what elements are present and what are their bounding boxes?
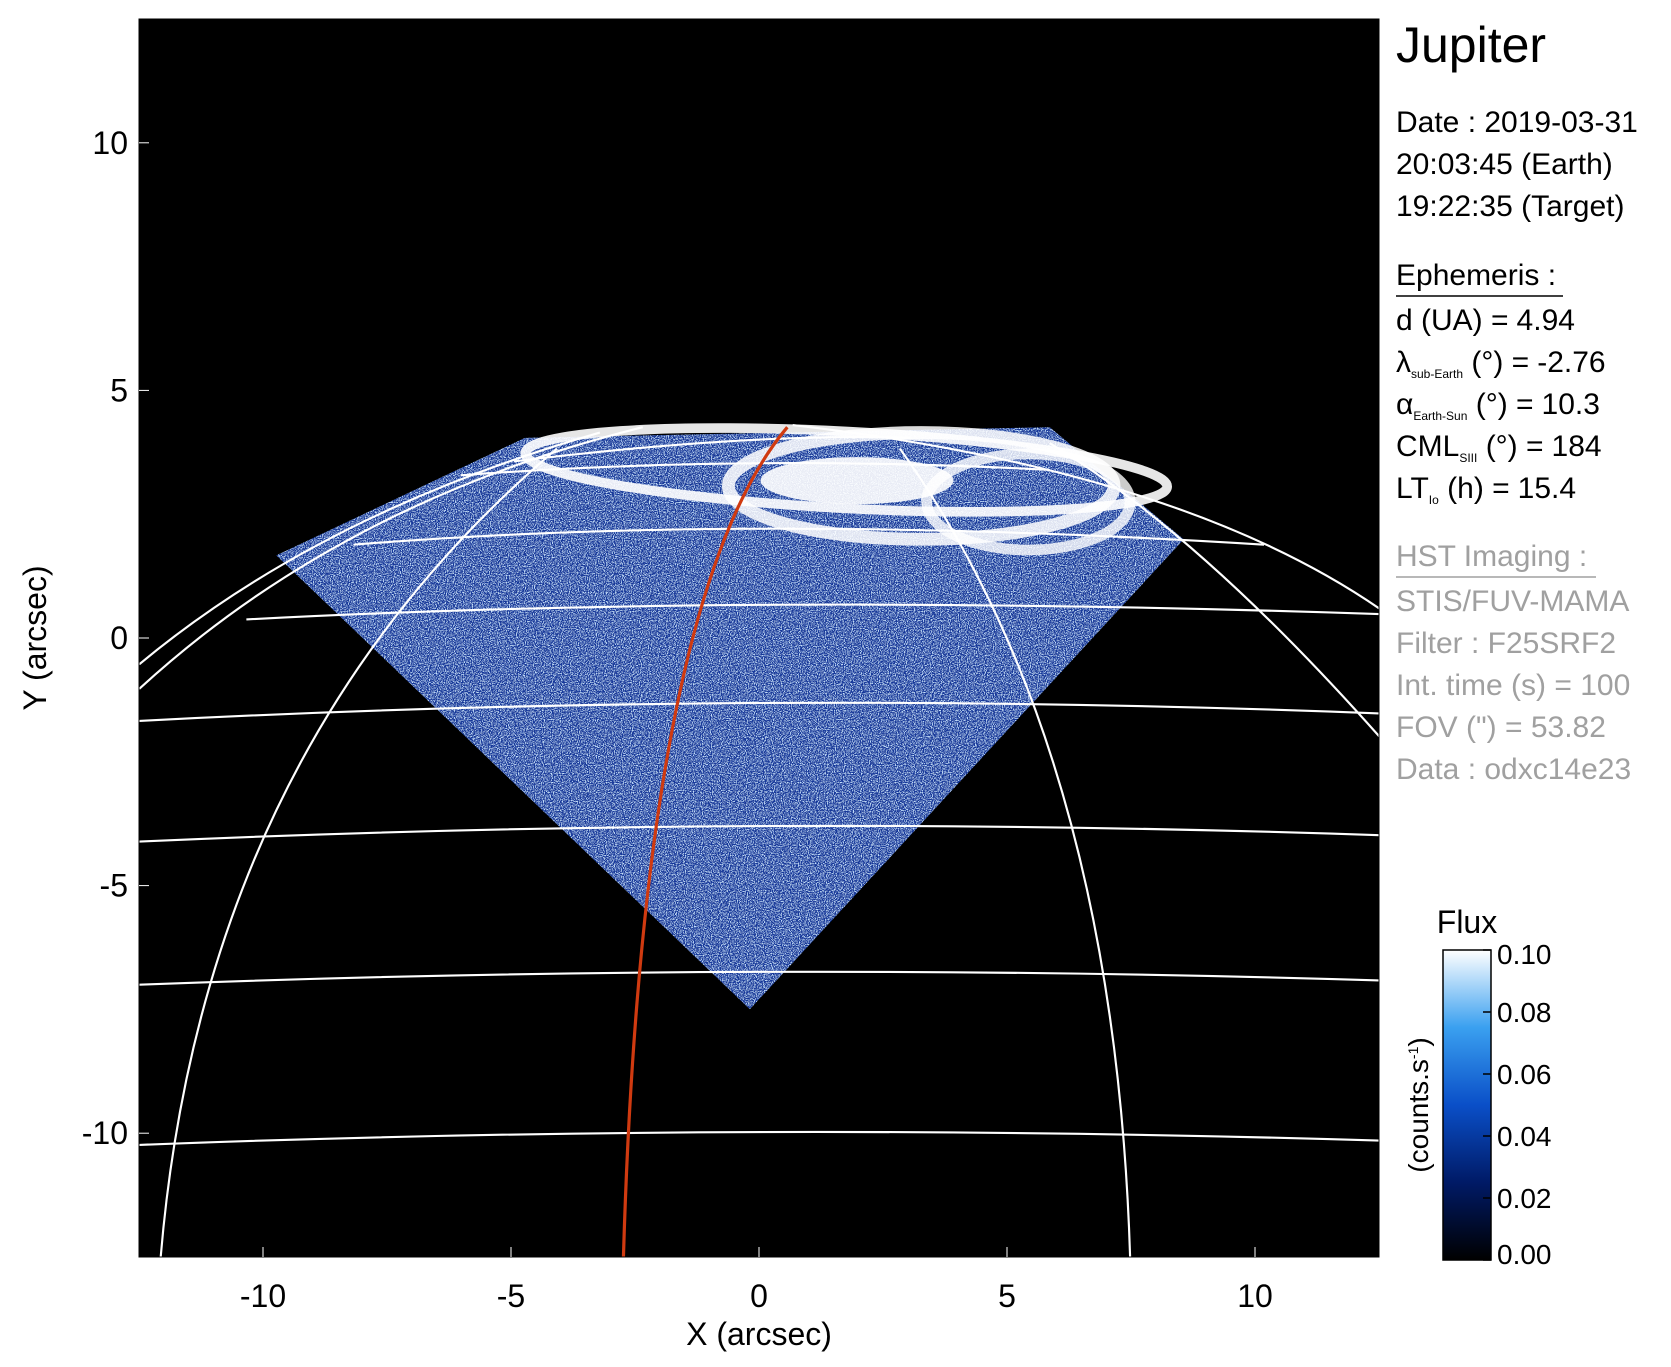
y-tick-label: -5: [100, 868, 128, 904]
imaging-line: Filter : F25SRF2: [1396, 627, 1616, 660]
x-axis-label: X (arcsec): [686, 1316, 832, 1352]
x-tick-label: 10: [1237, 1278, 1273, 1314]
ephemeris-item: d (UA) = 4.94: [1396, 304, 1575, 337]
imaging-line: FOV (") = 53.82: [1396, 711, 1606, 744]
item-label: λ: [1396, 346, 1411, 379]
imaging-line: STIS/FUV-MAMA: [1396, 585, 1629, 618]
item-label: CML: [1396, 430, 1459, 463]
central-meridian: [621, 426, 789, 1257]
unit-end: ): [1403, 1037, 1434, 1046]
ephemeris-item: λsub-Earth (°) = -2.76: [1396, 346, 1606, 381]
x-tick-label: 5: [998, 1278, 1016, 1314]
colorbar-tick-label: 0.00: [1497, 1239, 1552, 1270]
item-sub: Io: [1429, 493, 1439, 507]
item-label: d (UA): [1396, 304, 1483, 337]
y-tick-label: -10: [82, 1115, 128, 1151]
image-layer: [139, 423, 1379, 1257]
item-rest: =: [1483, 304, 1509, 337]
item-label: α: [1396, 388, 1413, 421]
x-tick-label: -5: [497, 1278, 525, 1314]
y-tick-label: 0: [110, 620, 128, 656]
colorbar-title: Flux: [1437, 904, 1497, 940]
info-panel: Date : 2019-03-31 20:03:45 (Earth) 19:22:3…: [1396, 106, 1638, 786]
item-rest: (h) =: [1439, 472, 1510, 505]
planet-grid: [139, 424, 1379, 1257]
item-value: 10.3: [1542, 388, 1600, 421]
ephemeris-item: CMLSIII (°) = 184: [1396, 430, 1602, 465]
item-rest: (°) =: [1477, 430, 1543, 463]
imaging-line: Int. time (s) = 100: [1396, 669, 1630, 702]
x-tick-label: 0: [750, 1278, 768, 1314]
colorbar-tick-label: 0.10: [1497, 939, 1552, 970]
ephemeris-item: LTIo (h) = 15.4: [1396, 472, 1576, 507]
colorbar-tick-label: 0.02: [1497, 1183, 1552, 1214]
y-tick-label: 5: [110, 372, 128, 408]
y-axis-label: Y (arcsec): [17, 565, 53, 710]
item-label: LT: [1396, 472, 1429, 505]
item-rest: (°) =: [1467, 388, 1533, 421]
item-value: 184: [1552, 430, 1602, 463]
colorbar: [1442, 949, 1492, 1261]
item-sub: sub-Earth: [1411, 367, 1463, 381]
imaging-line: Data : odxc14e23: [1396, 753, 1631, 786]
imaging-header: HST Imaging :: [1396, 540, 1587, 573]
ephemeris-header: Ephemeris :: [1396, 259, 1556, 292]
colorbar-unit: (counts.s-1): [1403, 1037, 1434, 1172]
unit-sup: -1: [1405, 1046, 1421, 1059]
item-sub: Earth-Sun: [1413, 409, 1467, 423]
date-line: Date : 2019-03-31: [1396, 106, 1638, 139]
y-tick-label: 10: [92, 125, 128, 161]
item-rest: (°) =: [1463, 346, 1529, 379]
unit-text: (counts.s: [1403, 1059, 1434, 1173]
observation-image: [276, 427, 1184, 1010]
date-line: 20:03:45 (Earth): [1396, 148, 1613, 181]
colorbar-tick-label: 0.06: [1497, 1059, 1552, 1090]
item-value: -2.76: [1537, 346, 1605, 379]
colorbar-tick-label: 0.04: [1497, 1121, 1552, 1152]
x-tick-label: -10: [240, 1278, 286, 1314]
item-sub: SIII: [1459, 451, 1477, 465]
colorbar-tick-label: 0.08: [1497, 997, 1552, 1028]
aurora: [520, 423, 1172, 556]
item-value: 4.94: [1517, 304, 1575, 337]
item-value: 15.4: [1518, 472, 1576, 505]
ephemeris-item: αEarth-Sun (°) = 10.3: [1396, 388, 1600, 423]
date-line: 19:22:35 (Target): [1396, 190, 1624, 223]
info-title: Jupiter: [1396, 17, 1546, 73]
